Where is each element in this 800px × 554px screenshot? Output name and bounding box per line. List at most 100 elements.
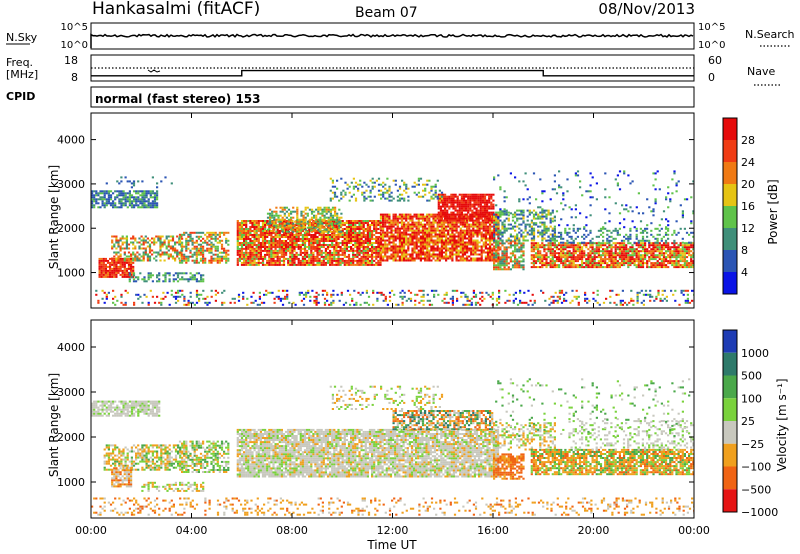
power-cell: [146, 237, 149, 240]
power-cell: [472, 227, 475, 230]
power-cell: [493, 266, 496, 269]
power-cell: [293, 247, 296, 250]
power-cell: [480, 231, 483, 234]
power-cell: [133, 204, 136, 207]
power-cell: [426, 251, 429, 254]
power-cell: [289, 263, 292, 266]
power-cell: [183, 272, 186, 275]
power-cell: [218, 261, 221, 264]
power-cell: [153, 200, 157, 203]
power-cell: [363, 181, 366, 184]
power-cell: [358, 232, 361, 234]
power-cell: [287, 263, 290, 266]
power-cell: [130, 263, 133, 266]
power-cell: [386, 213, 389, 216]
power-cell: [377, 247, 380, 250]
power-cell: [153, 196, 157, 199]
power-cell: [245, 224, 248, 226]
power-cell: [287, 246, 290, 248]
power-cell: [285, 232, 288, 234]
power-cell: [486, 221, 490, 224]
power-cell: [445, 249, 448, 252]
power-cell: [354, 234, 357, 236]
power-cell: [134, 245, 137, 248]
power-cell: [200, 276, 203, 279]
power-cell: [522, 231, 525, 234]
power-cell: [295, 255, 298, 258]
power-cell: [469, 215, 472, 218]
power-cell: [293, 246, 296, 248]
power-cell: [490, 193, 493, 196]
power-cell: [553, 254, 556, 257]
power-cell: [578, 244, 582, 247]
power-cell: [583, 254, 586, 257]
power-cell: [105, 204, 108, 207]
power-cell: [398, 257, 401, 260]
power-cell: [240, 234, 244, 236]
power-cell: [276, 230, 279, 232]
power-cell: [308, 230, 311, 232]
power-cell: [532, 262, 535, 265]
power-cell: [326, 232, 330, 234]
power-cell: [335, 257, 338, 260]
power-cell: [400, 251, 404, 254]
power-cell: [505, 209, 508, 212]
power-cell: [195, 251, 198, 254]
power-cell: [568, 262, 571, 265]
power-cell: [214, 245, 217, 248]
power-cell: [549, 264, 552, 267]
power-cell: [132, 251, 135, 254]
power-cell: [134, 247, 137, 250]
power-cell: [303, 238, 307, 240]
power-cell: [338, 220, 341, 223]
power-cell: [537, 213, 540, 216]
power-cell: [445, 255, 448, 258]
power-cell: [451, 233, 454, 236]
power-cell: [446, 197, 449, 200]
power-cell: [549, 219, 552, 222]
power-cell: [514, 260, 517, 263]
power-cell: [343, 238, 346, 240]
power-cell: [214, 239, 217, 242]
power-cell: [581, 248, 584, 251]
power-cell: [337, 255, 340, 258]
power-cell: [468, 249, 471, 252]
power-cell: [218, 241, 221, 244]
power-cell: [366, 257, 369, 260]
power-cell: [148, 255, 152, 258]
power-cell: [384, 225, 387, 228]
power-cell: [266, 234, 269, 236]
power-cell: [514, 244, 517, 247]
power-cell: [471, 195, 474, 198]
power-cell: [123, 257, 126, 260]
power-cell: [528, 213, 531, 216]
power-cell: [570, 256, 573, 259]
power-cell: [373, 230, 376, 232]
power-cell: [455, 243, 458, 246]
power-cell: [98, 265, 101, 268]
power-cell: [343, 240, 346, 242]
power-cell: [460, 211, 463, 214]
power-cell: [300, 228, 303, 231]
power-cell: [419, 257, 422, 260]
power-cell: [578, 242, 582, 245]
power-cell: [434, 183, 437, 186]
power-cell: [291, 257, 294, 260]
power-cell: [132, 278, 136, 281]
power-cell: [109, 198, 113, 201]
power-cell: [526, 233, 529, 236]
power-cell: [460, 201, 463, 204]
power-cell: [362, 226, 365, 228]
power-cell: [424, 241, 427, 244]
power-cell: [514, 225, 517, 228]
power-cell: [124, 196, 127, 199]
power-cell: [290, 226, 293, 229]
power-cell: [373, 255, 376, 258]
power-cell: [212, 253, 215, 256]
power-cell: [335, 259, 338, 262]
power-cell: [148, 259, 152, 262]
power-cell: [314, 238, 317, 240]
power-cell: [384, 223, 387, 226]
power-cell: [218, 259, 221, 262]
power-cell: [440, 233, 443, 236]
